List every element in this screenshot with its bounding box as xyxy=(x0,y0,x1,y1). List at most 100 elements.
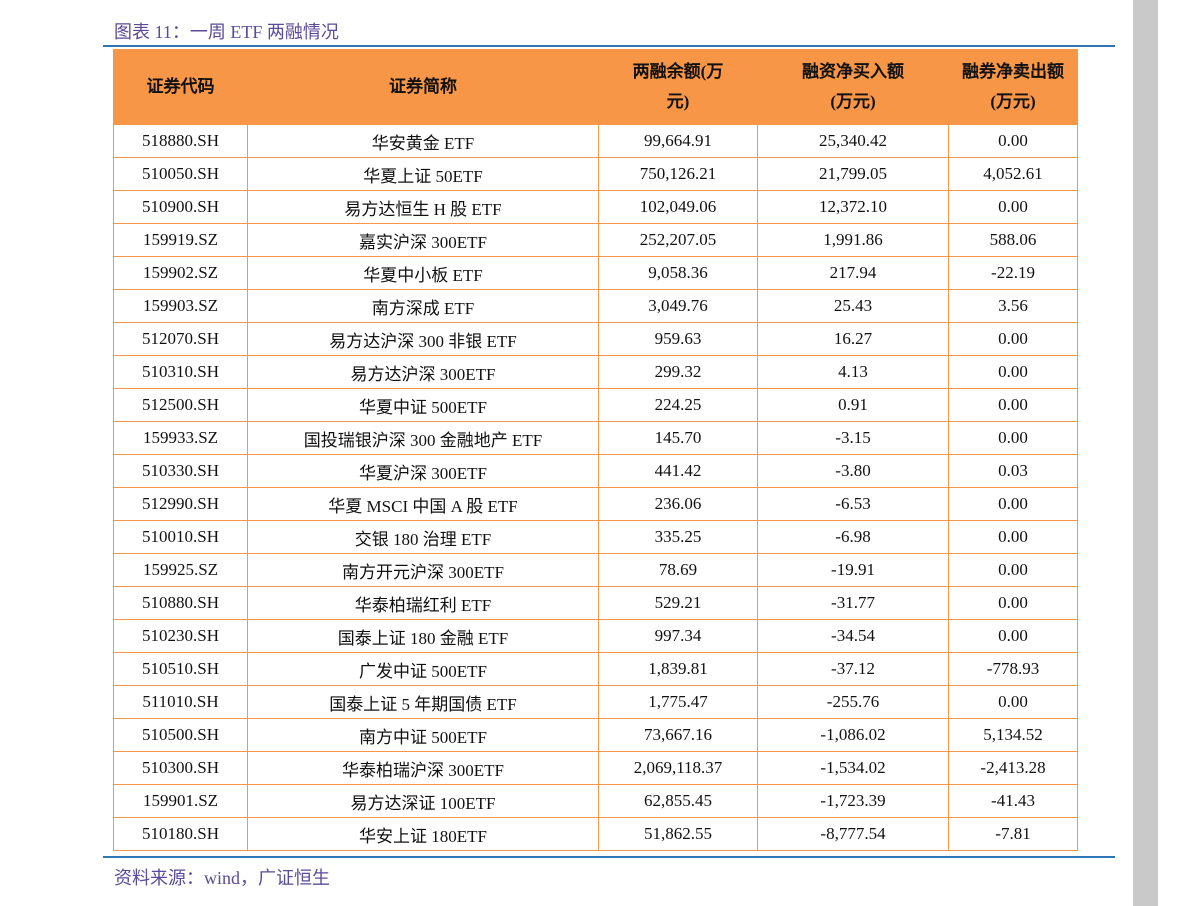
table-cell: 0.00 xyxy=(948,355,1078,389)
table-cell: 159903.SZ xyxy=(113,289,248,323)
table-cell: 25,340.42 xyxy=(757,124,949,158)
table-cell: 交银 180 治理 ETF xyxy=(247,520,599,554)
table-cell: 441.42 xyxy=(598,454,758,488)
column-header-text: 证券代码 xyxy=(146,77,215,96)
table-cell: 0.00 xyxy=(948,619,1078,653)
table-cell: 51,862.55 xyxy=(598,817,758,851)
table-cell: 4.13 xyxy=(757,355,949,389)
table-cell: 510050.SH xyxy=(113,157,248,191)
table-row: 159903.SZ 南方深成 ETF 3,049.76 25.43 3.56 xyxy=(113,289,1078,323)
table-cell: 易方达沪深 300ETF xyxy=(247,355,599,389)
table-cell: 78.69 xyxy=(598,553,758,587)
table-cell: -6.53 xyxy=(757,487,949,521)
table-cell: 159919.SZ xyxy=(113,223,248,257)
table-cell: 0.00 xyxy=(948,685,1078,719)
table-row: 512070.SH 易方达沪深 300 非银 ETF 959.63 16.27 0.00 xyxy=(113,322,1078,356)
table-row: 510880.SH 华泰柏瑞红利 ETF 529.21 -31.77 0.00 xyxy=(113,586,1078,620)
table-row: 510500.SH 南方中证 500ETF 73,667.16 -1,086.02 5,… xyxy=(113,718,1078,752)
table-row: 510300.SH 华泰柏瑞沪深 300ETF 2,069,118.37 -1,534… xyxy=(113,751,1078,785)
table-cell: 518880.SH xyxy=(113,124,248,158)
header-row: 证券代码 证券简称 两融余额(万元) 融资净买入额(万元) 融券净卖出额(万元) xyxy=(113,49,1078,125)
table-cell: 299.32 xyxy=(598,355,758,389)
table-cell: 0.00 xyxy=(948,553,1078,587)
table-row: 159901.SZ 易方达深证 100ETF 62,855.45 -1,723.39-… xyxy=(113,784,1078,818)
table-cell: 510500.SH xyxy=(113,718,248,752)
table-cell: 国泰上证 5 年期国债 ETF xyxy=(247,685,599,719)
table-cell: 0.00 xyxy=(948,520,1078,554)
table-cell: 国泰上证 180 金融 ETF xyxy=(247,619,599,653)
table-cell: 华夏中小板 ETF xyxy=(247,256,599,290)
table-cell: 3.56 xyxy=(948,289,1078,323)
column-header: 融资净买入额(万元) xyxy=(757,49,949,125)
table-cell: 易方达深证 100ETF xyxy=(247,784,599,818)
table-cell: 16.27 xyxy=(757,322,949,356)
table-cell: 华泰柏瑞沪深 300ETF xyxy=(247,751,599,785)
table-cell: -1,534.02 xyxy=(757,751,949,785)
table-cell: 1,775.47 xyxy=(598,685,758,719)
table-cell: 102,049.06 xyxy=(598,190,758,224)
table-cell: 511010.SH xyxy=(113,685,248,719)
table-cell: 0.00 xyxy=(948,190,1078,224)
table-cell: -1,723.39 xyxy=(757,784,949,818)
table-cell: -1,086.02 xyxy=(757,718,949,752)
table-row: 159919.SZ 嘉实沪深 300ETF 252,207.05 1,991.86 58… xyxy=(113,223,1078,257)
table-cell: -19.91 xyxy=(757,553,949,587)
table-cell: 3,049.76 xyxy=(598,289,758,323)
table-cell: -3.80 xyxy=(757,454,949,488)
table-cell: 512990.SH xyxy=(113,487,248,521)
table-cell: 750,126.21 xyxy=(598,157,758,191)
table-row: 512500.SH 华夏中证 500ETF 224.25 0.91 0.00 xyxy=(113,388,1078,422)
column-header-text: 融资净买入额(万元) xyxy=(802,62,904,111)
table-row: 512990.SH 华夏 MSCI 中国 A 股 ETF 236.06 -6.53 0.… xyxy=(113,487,1078,521)
table-cell: 华泰柏瑞红利 ETF xyxy=(247,586,599,620)
table-cell: 510300.SH xyxy=(113,751,248,785)
table-cell: 236.06 xyxy=(598,487,758,521)
table-cell: 0.00 xyxy=(948,487,1078,521)
table-cell: 0.00 xyxy=(948,586,1078,620)
table-cell: -2,413.28 xyxy=(948,751,1078,785)
table-cell: -22.19 xyxy=(948,256,1078,290)
table-body: 518880.SH 华安黄金 ETF 99,664.91 25,340.42 0.00 5… xyxy=(113,124,1078,851)
table-cell: 0.00 xyxy=(948,388,1078,422)
table-row: 510900.SH 易方达恒生 H 股 ETF 102,049.06 12,372.1… xyxy=(113,190,1078,224)
table-cell: 512500.SH xyxy=(113,388,248,422)
column-header: 证券代码 xyxy=(113,49,248,125)
table-cell: 73,667.16 xyxy=(598,718,758,752)
table-row: 510510.SH 广发中证 500ETF 1,839.81 -37.12 -778.9… xyxy=(113,652,1078,686)
table-cell: 南方中证 500ETF xyxy=(247,718,599,752)
table-cell: 159902.SZ xyxy=(113,256,248,290)
table-cell: 国投瑞银沪深 300 金融地产 ETF xyxy=(247,421,599,455)
table-cell: -7.81 xyxy=(948,817,1078,851)
table-cell: 959.63 xyxy=(598,322,758,356)
table-cell: 62,855.45 xyxy=(598,784,758,818)
table-cell: 588.06 xyxy=(948,223,1078,257)
table-cell: 510010.SH xyxy=(113,520,248,554)
table-cell: 252,207.05 xyxy=(598,223,758,257)
table-cell: 4,052.61 xyxy=(948,157,1078,191)
table-cell: 易方达沪深 300 非银 ETF xyxy=(247,322,599,356)
table-cell: 997.34 xyxy=(598,619,758,653)
table-row: 510180.SH 华安上证 180ETF 51,862.55 -8,777.54 -7… xyxy=(113,817,1078,851)
table-cell: 0.00 xyxy=(948,124,1078,158)
table-cell: 510310.SH xyxy=(113,355,248,389)
table-cell: 335.25 xyxy=(598,520,758,554)
table-cell: 广发中证 500ETF xyxy=(247,652,599,686)
table-cell: 0.91 xyxy=(757,388,949,422)
table-cell: -41.43 xyxy=(948,784,1078,818)
source-note: 资料来源：wind，广证恒生 xyxy=(114,868,330,888)
table-cell: 华夏沪深 300ETF xyxy=(247,454,599,488)
table-cell: 159925.SZ xyxy=(113,553,248,587)
table-row: 510330.SH 华夏沪深 300ETF 441.42 -3.80 0.03 xyxy=(113,454,1078,488)
table-cell: 99,664.91 xyxy=(598,124,758,158)
column-header: 融券净卖出额(万元) xyxy=(948,49,1078,125)
column-header-text: 两融余额(万元) xyxy=(632,62,724,111)
table-cell: 145.70 xyxy=(598,421,758,455)
column-header: 两融余额(万元) xyxy=(598,49,758,125)
table-cell: 529.21 xyxy=(598,586,758,620)
table-row: 159925.SZ 南方开元沪深 300ETF 78.69 -19.91 0.00 xyxy=(113,553,1078,587)
table-row: 159902.SZ 华夏中小板 ETF 9,058.36 217.94 -22.19 xyxy=(113,256,1078,290)
table-row: 510010.SH 交银 180 治理 ETF 335.25 -6.98 0.00 xyxy=(113,520,1078,554)
table-cell: 12,372.10 xyxy=(757,190,949,224)
table-cell: 159933.SZ xyxy=(113,421,248,455)
